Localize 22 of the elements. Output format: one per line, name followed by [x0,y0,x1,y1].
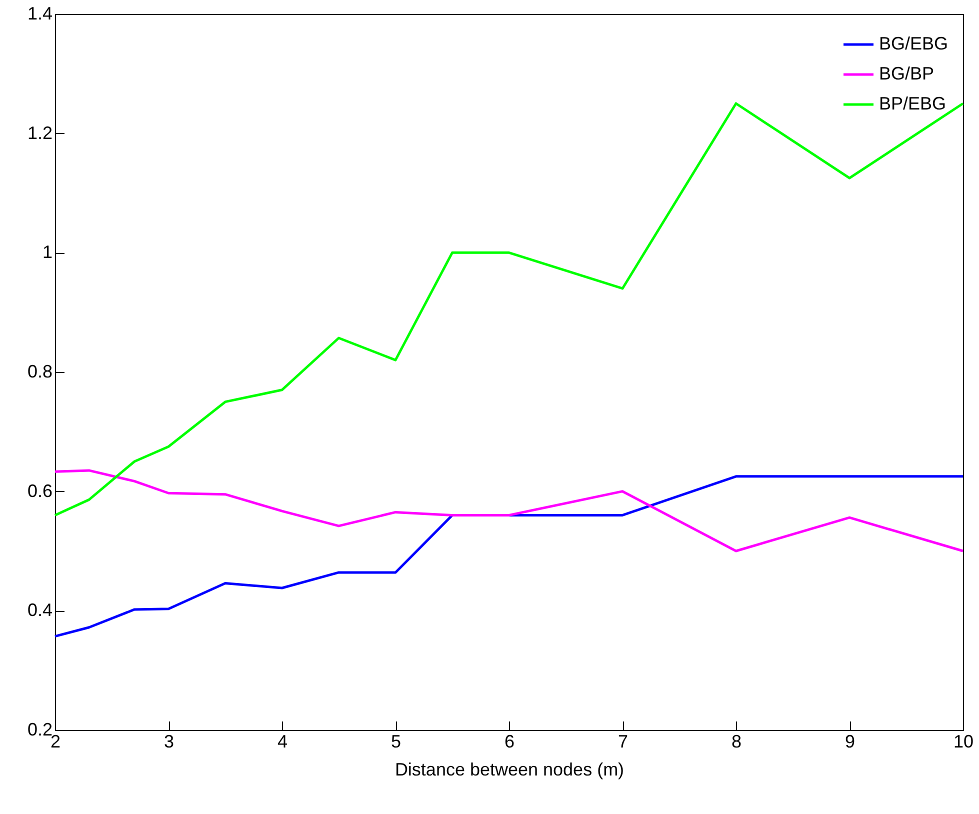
x-tick-label: 9 [844,732,856,752]
x-tick-label: 6 [504,732,515,752]
y-tick-label: 1.4 [27,4,52,24]
y-tick-label: 1 [42,242,52,262]
x-tick-label: 4 [277,732,288,752]
x-tick-label: 10 [953,732,974,752]
y-tick-label: 0.8 [27,362,52,382]
x-tick-label: 3 [164,732,174,752]
y-tick-label: 0.6 [27,480,52,501]
x-tick-label: 7 [618,732,628,752]
y-tick-label: 0.4 [27,600,52,620]
x-tick-label: 2 [50,732,61,752]
x-tick-label: 8 [731,732,742,752]
legend-label: BG/BP [879,64,934,84]
y-tick-label: 1.2 [27,122,52,143]
x-axis-title: Distance between nodes (m) [394,760,624,780]
x-tick-label: 5 [390,732,402,752]
y-tick-label: 0.2 [27,720,52,740]
line-series [54,469,964,552]
legend-label: BG/EBG [879,34,948,54]
line-series [54,475,964,638]
legend-label: BP/EBG [879,94,946,114]
